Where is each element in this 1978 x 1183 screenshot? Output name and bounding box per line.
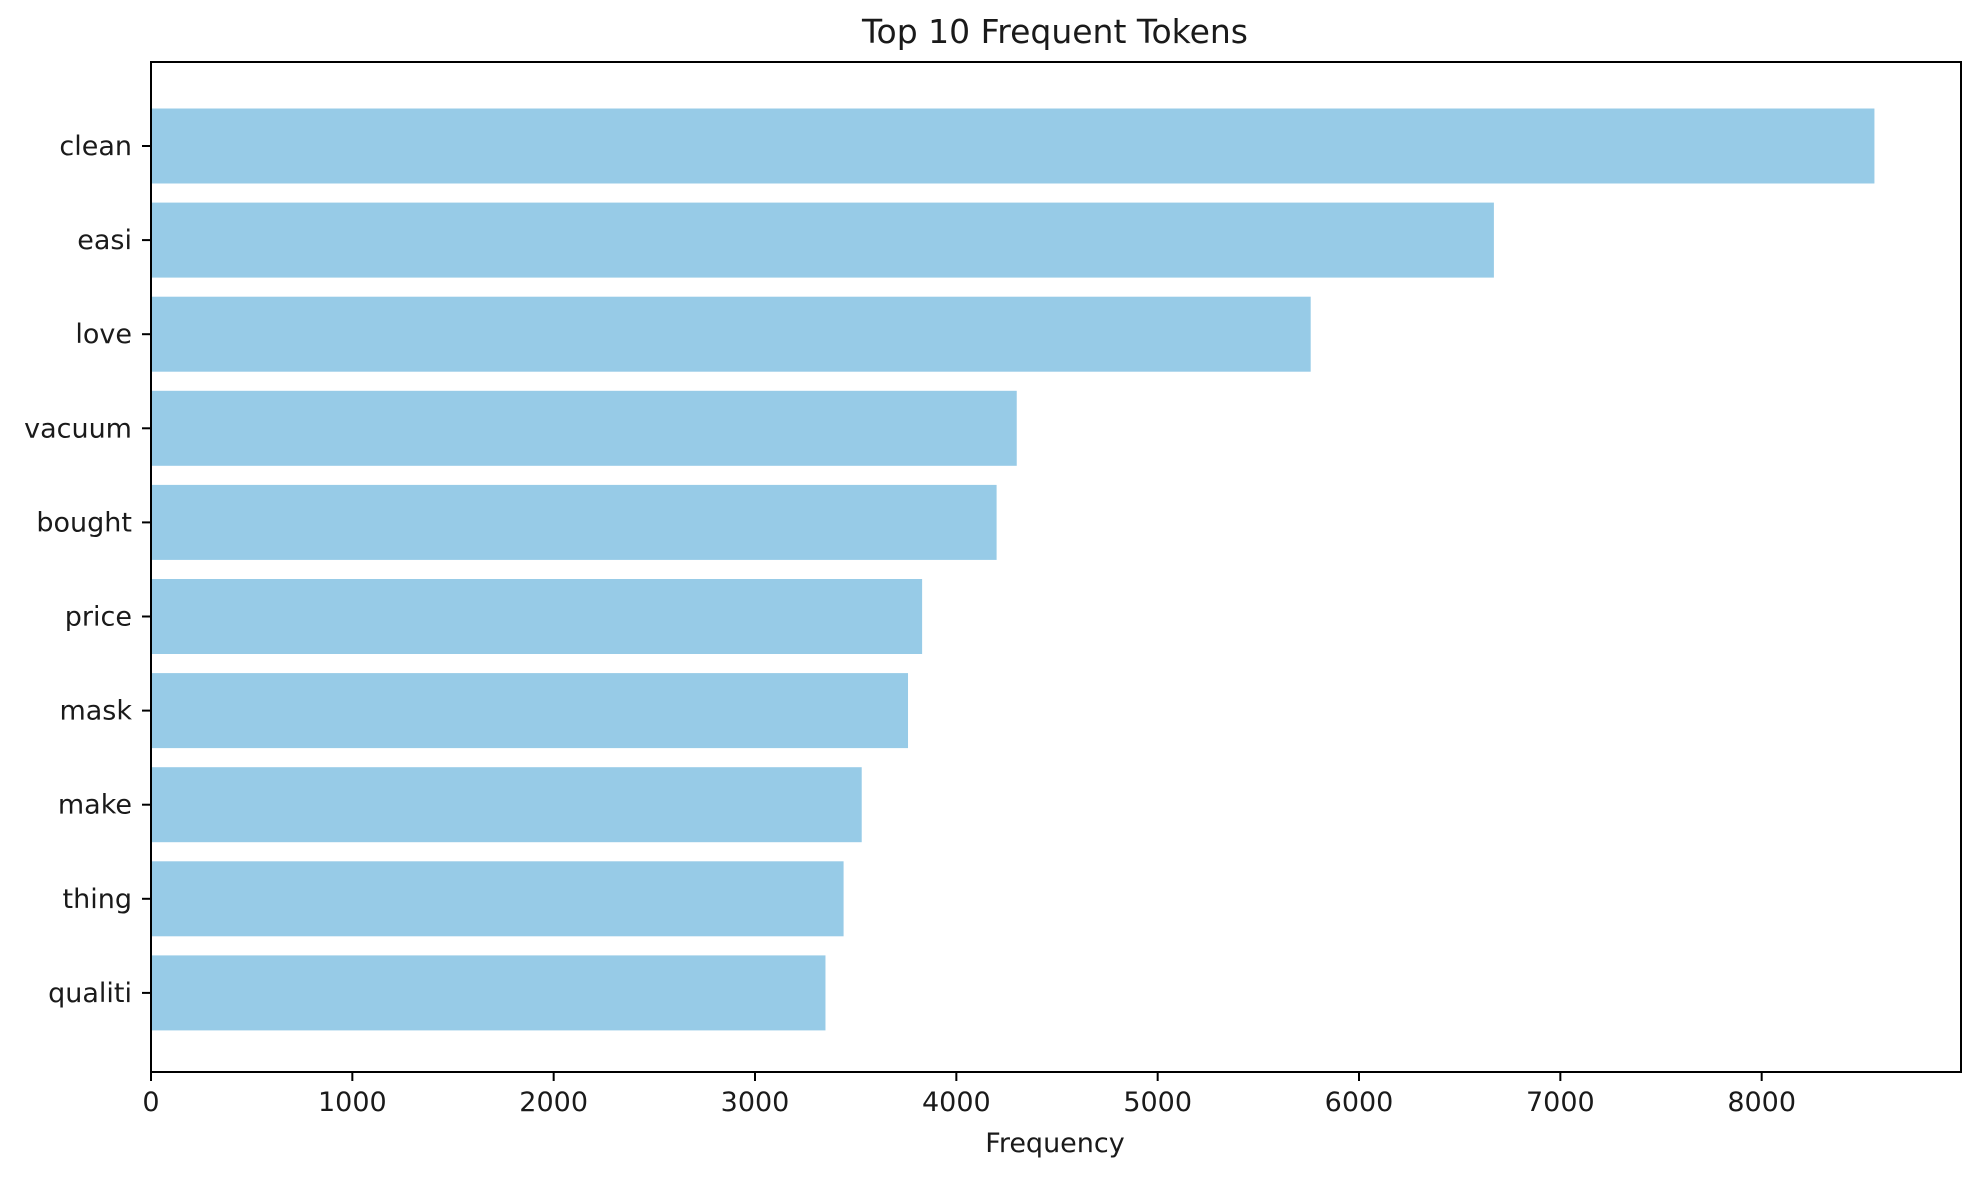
y-axis-ticks: clean easi love vacuum bought price mask make th… [24,131,151,1009]
bar-make [151,767,862,843]
x-tick-label: 6000 [1325,1087,1394,1118]
x-tick-label: 0 [142,1087,159,1118]
y-tick-label: vacuum [24,413,132,444]
y-tick-label: bought [36,507,132,538]
y-tick-label: make [58,790,132,821]
x-tick-label: 1000 [318,1087,387,1118]
bar-price [151,579,923,654]
x-tick-label: 2000 [519,1087,588,1118]
chart-title: Top 10 Frequent Tokens [861,12,1248,51]
bar-qualiti [151,955,826,1031]
bars-group [151,108,1875,1031]
x-tick-label: 5000 [1123,1087,1192,1118]
y-tick-label: easi [77,225,132,256]
bar-love [151,296,1311,372]
bar-thing [151,861,844,937]
x-axis-ticks: 0 1000 2000 3000 4000 5000 6000 7000 8000 [142,1072,1796,1118]
bar-vacuum [151,390,1017,466]
y-tick-label: price [65,602,132,633]
y-tick-label: thing [63,884,132,915]
x-tick-label: 4000 [922,1087,991,1118]
bar-mask [151,673,909,749]
x-tick-label: 7000 [1526,1087,1595,1118]
y-tick-label: qualiti [48,978,132,1009]
bar-easi [151,202,1494,278]
plot-frame [150,61,1962,1073]
x-axis-label: Frequency [985,1128,1125,1159]
y-tick-label: mask [59,696,132,727]
x-tick-label: 8000 [1727,1087,1796,1118]
bar-bought [151,484,997,560]
y-tick-label: clean [59,131,132,162]
x-tick-label: 3000 [721,1087,790,1118]
y-tick-label: love [75,319,132,350]
bar-clean [151,108,1875,184]
